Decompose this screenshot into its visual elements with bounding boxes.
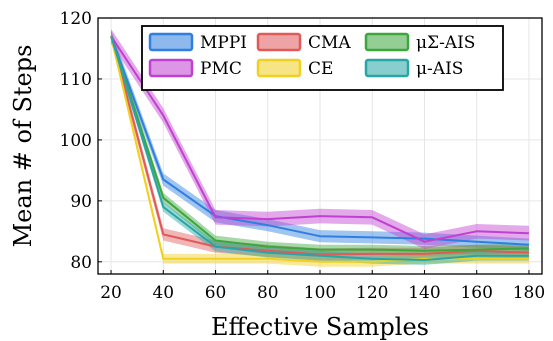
legend-label-ce: CE bbox=[308, 59, 333, 79]
x-tick-label: 100 bbox=[304, 283, 336, 303]
x-axis-label: Effective Samples bbox=[211, 313, 429, 341]
legend-label--ais: μΣ-AIS bbox=[416, 33, 475, 53]
x-tick-label: 160 bbox=[460, 283, 492, 303]
x-tick-label: 120 bbox=[356, 283, 388, 303]
legend-label-cma: CMA bbox=[308, 33, 351, 53]
y-tick-label: 110 bbox=[60, 70, 92, 90]
y-ticks: 80 90 100 110 120 bbox=[60, 9, 102, 273]
x-tick-label: 140 bbox=[408, 283, 440, 303]
legend-swatch-ce bbox=[256, 58, 302, 78]
y-tick-label: 100 bbox=[60, 131, 92, 151]
legend: MPPI CMA μΣ-AIS PMC CE μ-AIS bbox=[141, 25, 504, 91]
legend-swatch--ais bbox=[364, 58, 410, 78]
x-ticks: 20 40 60 80 100 120 140 160 180 bbox=[100, 270, 545, 303]
series-line-cma bbox=[110, 36, 529, 256]
band-pmc bbox=[111, 29, 529, 249]
legend-frame bbox=[141, 25, 504, 91]
series-line-pmc bbox=[110, 35, 529, 243]
x-tick-label: 20 bbox=[100, 283, 122, 303]
legend-label-mppi: MPPI bbox=[200, 33, 247, 53]
x-tick-label: 80 bbox=[257, 283, 279, 303]
legend-swatch--ais bbox=[364, 32, 410, 52]
y-tick-label: 120 bbox=[60, 9, 92, 29]
series-line--ais bbox=[110, 36, 529, 261]
series-lines bbox=[110, 35, 529, 263]
series-line-ce bbox=[110, 36, 529, 263]
series-line-mppi bbox=[110, 35, 529, 246]
legend-label--ais: μ-AIS bbox=[416, 59, 463, 79]
legend-swatch-cma bbox=[256, 32, 302, 52]
legend-swatch-pmc bbox=[148, 58, 194, 78]
x-tick-label: 40 bbox=[152, 283, 174, 303]
x-tick-label: 180 bbox=[513, 283, 545, 303]
x-tick-label: 60 bbox=[205, 283, 227, 303]
confidence-bands bbox=[111, 29, 529, 267]
legend-label-pmc: PMC bbox=[200, 59, 242, 79]
legend-swatch-mppi bbox=[148, 32, 194, 52]
series-line--ais bbox=[110, 35, 529, 252]
y-axis-label: Mean # of Steps bbox=[9, 45, 37, 248]
y-tick-label: 90 bbox=[70, 192, 92, 212]
y-tick-label: 80 bbox=[70, 253, 92, 273]
